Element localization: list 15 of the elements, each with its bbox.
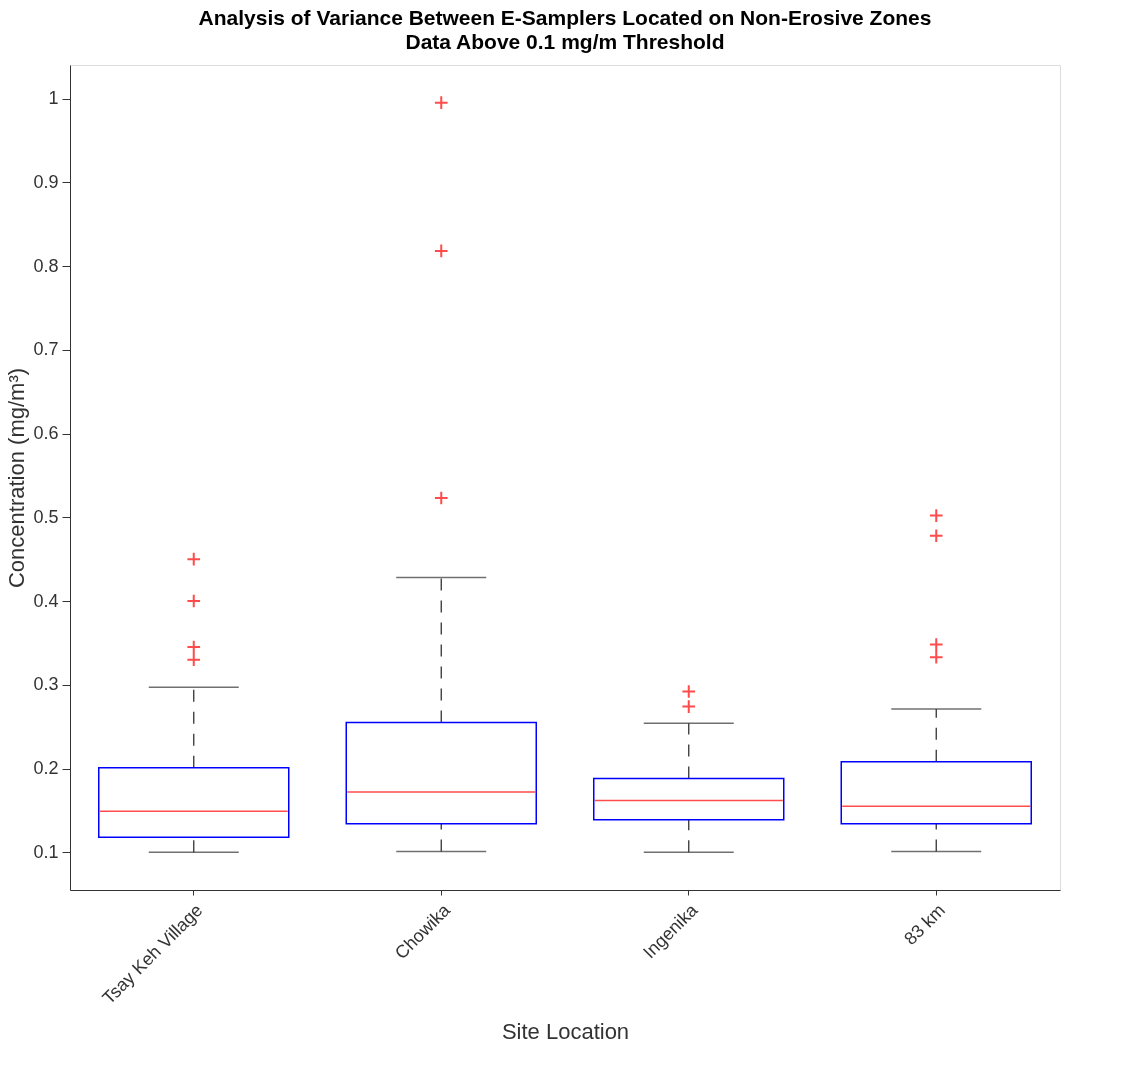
x-axis-title: Site Location	[501, 1019, 630, 1045]
y-tick-label: 0.9	[33, 171, 59, 192]
chart-title: Analysis of Variance Between E-Samplers Located on Non-Erosive Zones	[198, 6, 932, 29]
y-tick-label: 0.4	[33, 590, 59, 611]
y-tick-label: 0.3	[33, 674, 59, 695]
y-tick-label: 0.6	[33, 423, 59, 444]
chart-subtitle: Data Above 0.1 mg/m Threshold	[405, 30, 725, 53]
y-axis-title: Concentration (mg/m³)	[4, 367, 30, 589]
y-tick-label: 0.5	[33, 506, 59, 527]
y-tick-label: 0.2	[33, 758, 59, 779]
y-tick-label: 0.7	[33, 339, 59, 360]
y-tick-label: 0.8	[33, 255, 59, 276]
x-tick-label: 83 km	[900, 900, 949, 949]
y-tick-label: 1	[48, 88, 59, 108]
y-tick-label: 0.1	[33, 841, 59, 862]
